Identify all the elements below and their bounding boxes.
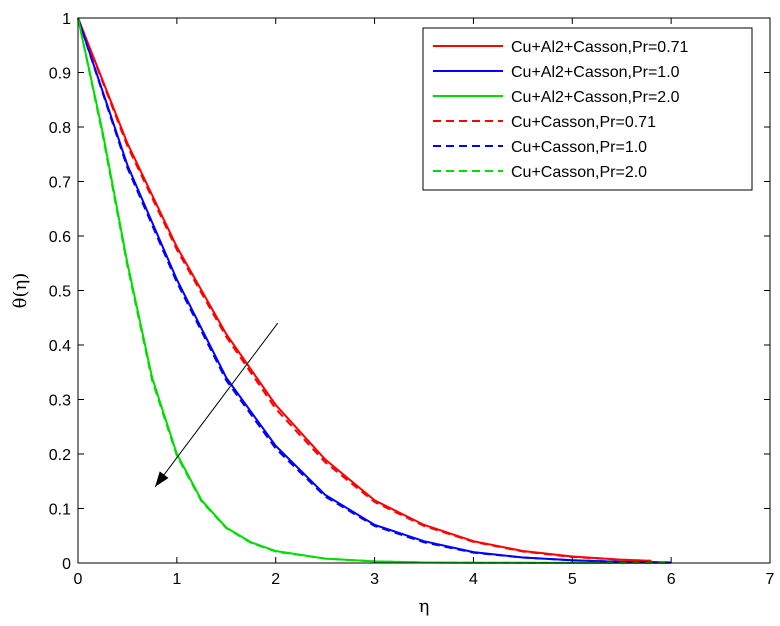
x-tick-label: 5 [568, 571, 577, 588]
x-tick-label: 7 [766, 571, 775, 588]
x-tick-label: 6 [667, 571, 676, 588]
series-line-5 [77, 17, 672, 564]
legend: Cu+Al2+Casson,Pr=0.71 Cu+Al2+Casson,Pr=1.… [422, 27, 753, 191]
x-tick-label: 3 [370, 571, 379, 588]
y-tick-label: 0.9 [49, 66, 71, 83]
legend-label-2: Cu+Al2+Casson,Pr=1.0 [511, 64, 680, 81]
legend-label-1: Cu+Al2+Casson,Pr=0.71 [511, 39, 689, 56]
y-tick-label: 0.4 [49, 338, 71, 355]
y-tick-label: 0.8 [49, 120, 71, 137]
trend-arrow-line [154, 322, 279, 487]
x-tick-label: 4 [469, 571, 478, 588]
annotation-layer [154, 322, 279, 487]
y-axis-ticks: 0 0.1 0.2 0.3 0.4 0.5 0.6 0.7 0.8 0.9 1 [49, 11, 770, 573]
y-tick-label: 0.7 [49, 175, 71, 192]
x-tick-label: 0 [74, 571, 83, 588]
legend-label-3: Cu+Al2+Casson,Pr=2.0 [511, 89, 680, 106]
y-tick-label: 0.3 [49, 393, 71, 410]
trend-arrow-head [155, 471, 169, 487]
y-tick-label: 1 [62, 11, 71, 28]
y-tick-label: 0.6 [49, 229, 71, 246]
x-tick-label: 2 [271, 571, 280, 588]
x-tick-label: 1 [172, 571, 181, 588]
y-tick-label: 0.2 [49, 447, 71, 464]
y-tick-label: 0.1 [49, 502, 71, 519]
y-tick-label: 0.5 [49, 284, 71, 301]
legend-label-6: Cu+Casson,Pr=2.0 [511, 164, 647, 181]
x-axis-ticks: 0 1 2 3 4 5 6 7 [74, 18, 775, 588]
x-axis-label: η [419, 596, 430, 617]
y-tick-label: 0 [62, 556, 71, 573]
legend-box [422, 27, 753, 191]
y-axis-label: θ(η) [10, 273, 31, 309]
legend-label-4: Cu+Casson,Pr=0.71 [511, 114, 656, 131]
legend-label-5: Cu+Casson,Pr=1.0 [511, 139, 647, 156]
